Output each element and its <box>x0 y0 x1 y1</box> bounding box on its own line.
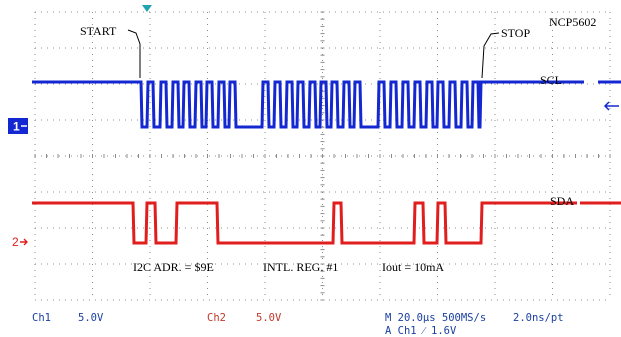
channel-1-marker-icon[interactable]: 1 <box>8 118 28 134</box>
status-ch2-name[interactable]: Ch2 <box>207 312 226 324</box>
status-ch2-scale[interactable]: 5.0V <box>256 312 282 324</box>
channel-2-marker-icon[interactable]: 2 <box>12 235 28 249</box>
trigger-level-arrow-icon <box>603 101 619 111</box>
graticule-grid <box>34 11 611 301</box>
sda-waveform <box>32 201 621 245</box>
channel-2-marker-label: 2 <box>12 235 19 249</box>
scl-waveform <box>32 80 621 129</box>
channel-1-marker-label: 1 <box>13 120 20 134</box>
i2c-address-label: I2C ADR. = $9E <box>133 260 214 274</box>
start-label: START <box>80 24 117 38</box>
start-pointer <box>127 29 141 78</box>
sda-label: SDA <box>550 194 574 208</box>
status-trigger[interactable]: A Ch1 ⁄ 1.6V <box>385 325 457 337</box>
status-ch1-name[interactable]: Ch1 <box>32 312 51 324</box>
iout-label: Iout = 10mA <box>382 260 444 274</box>
stop-pointer <box>481 32 500 79</box>
status-sample-interval: 2.0ns/pt <box>513 312 564 324</box>
status-timebase[interactable]: M 20.0µs 500MS/s <box>385 312 486 324</box>
scl-label: SCL <box>540 73 562 87</box>
stop-label: STOP <box>501 26 530 40</box>
status-ch1-scale[interactable]: 5.0V <box>78 312 104 324</box>
status-bar: Ch1 5.0V Ch2 5.0V M 20.0µs 500MS/s 2.0ns… <box>32 312 564 337</box>
internal-register-label: INTL. REG. #1 <box>263 260 338 274</box>
device-label: NCP5602 <box>549 15 596 29</box>
trigger-position-triangle-icon <box>142 5 152 12</box>
